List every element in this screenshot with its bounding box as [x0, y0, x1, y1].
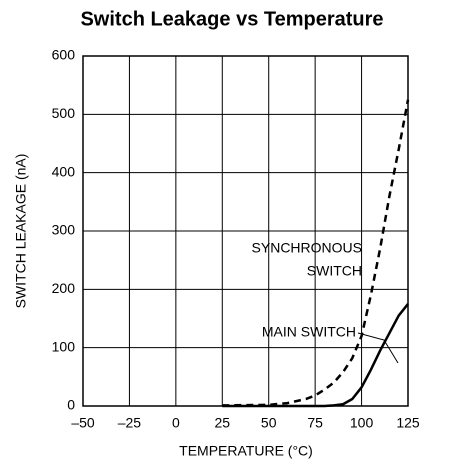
- annotation: SYNCHRONOUS: [252, 240, 362, 256]
- y-axis-label: SWITCH LEAKAGE (nA): [13, 154, 29, 309]
- x-tick-label: –25: [118, 415, 142, 431]
- data-line: [222, 303, 409, 408]
- annotation: MAIN SWITCH: [262, 324, 356, 340]
- leader-line: [357, 332, 399, 364]
- y-tick-label: 300: [52, 222, 76, 238]
- y-tick-label: 500: [52, 105, 76, 121]
- x-tick-label: 75: [307, 415, 323, 431]
- x-tick-label: –50: [71, 415, 95, 431]
- y-tick-label: 400: [52, 163, 76, 179]
- y-tick-label: 200: [52, 280, 76, 296]
- annotation: SWITCH: [307, 263, 362, 279]
- x-tick-label: 125: [396, 415, 420, 431]
- y-tick-label: 600: [52, 47, 76, 63]
- x-tick-label: 0: [172, 415, 180, 431]
- x-tick-label: 50: [261, 415, 277, 431]
- x-tick-label: 100: [350, 415, 374, 431]
- x-axis-label: TEMPERATURE (°C): [179, 443, 313, 459]
- x-tick-label: 25: [214, 415, 230, 431]
- y-tick-label: 100: [52, 338, 76, 354]
- chart-title: Switch Leakage vs Temperature: [80, 8, 383, 30]
- y-tick-label: 0: [67, 397, 75, 413]
